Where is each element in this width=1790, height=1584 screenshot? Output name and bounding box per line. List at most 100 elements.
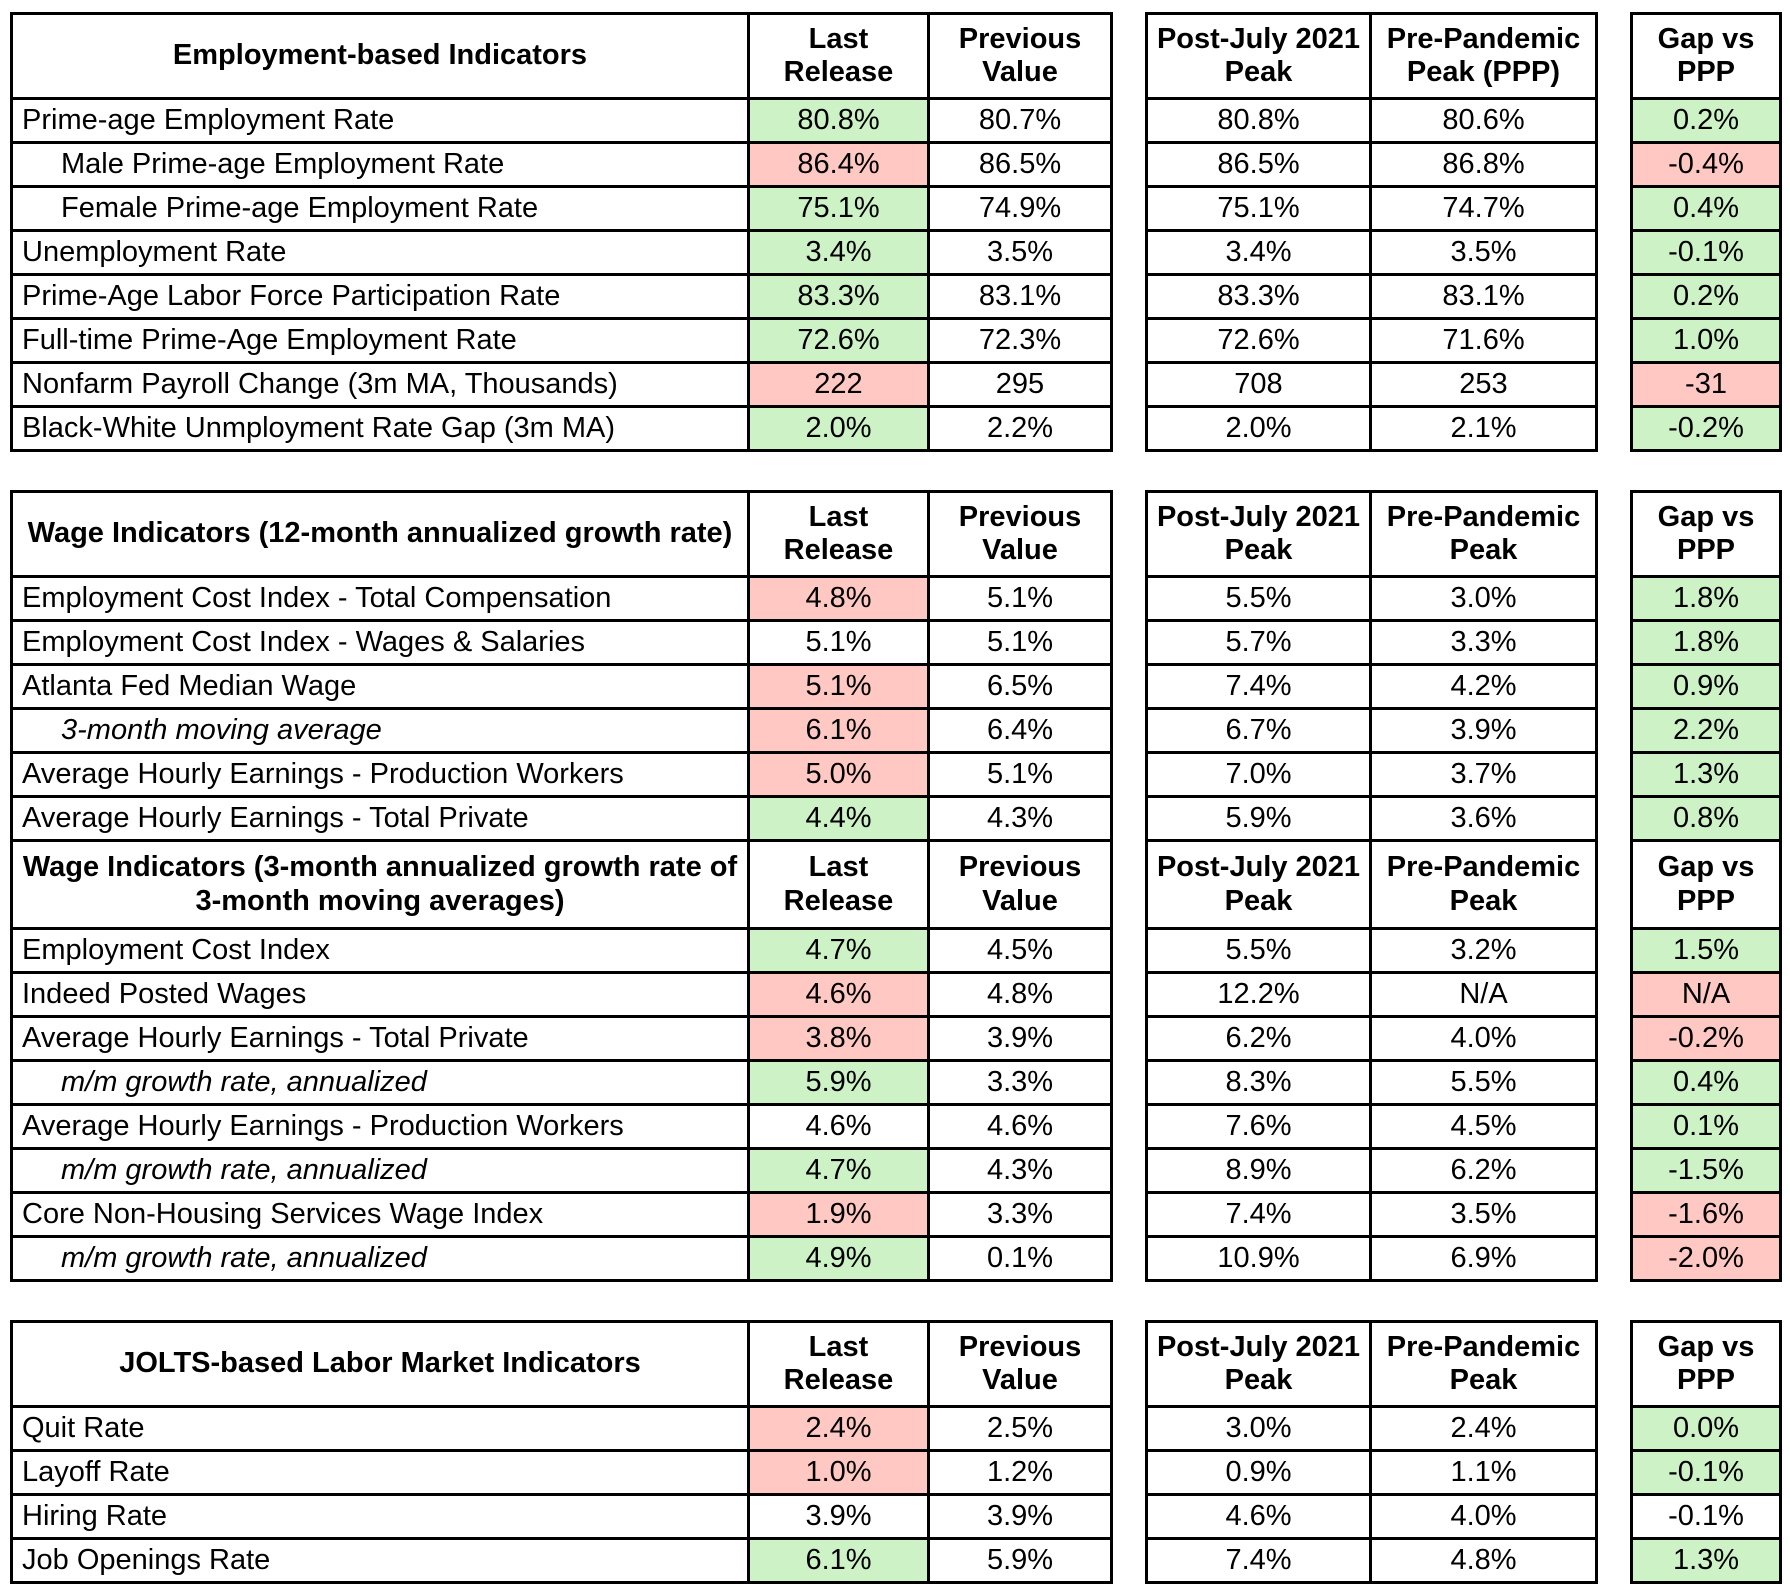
post-july-2021-peak-cell: 5.7% (1145, 622, 1372, 666)
table-row: m/m growth rate, annualized 4.7% 4.3% 8.9% 6… (10, 1150, 1790, 1194)
last-release-cell: 1.9% (750, 1194, 930, 1238)
column-gap (1113, 798, 1145, 842)
header-row: Employment-based Indicators Last Release P… (10, 12, 1790, 100)
pre-pandemic-peak-cell: 3.5% (1372, 1194, 1598, 1238)
column-gap (1113, 364, 1145, 408)
column-gap (1598, 364, 1630, 408)
indicator-name-cell: Prime-age Employment Rate (10, 100, 750, 144)
table-row: Job Openings Rate 6.1% 5.9% 7.4% 4.8% 1.3% (10, 1540, 1790, 1584)
last-release-cell: 6.1% (750, 1540, 930, 1584)
previous-value-cell: 72.3% (930, 320, 1113, 364)
pre-pandemic-peak-cell: 3.3% (1372, 622, 1598, 666)
post-july-2021-peak-cell: 6.7% (1145, 710, 1372, 754)
pre-pandemic-peak-cell: 4.8% (1372, 1540, 1598, 1584)
indicator-group-header: Employment-based Indicators (10, 12, 750, 100)
table-row: Prime-Age Labor Force Participation Rate… (10, 276, 1790, 320)
column-gap (1113, 666, 1145, 710)
previous-value-cell: 5.1% (930, 754, 1113, 798)
indicator-name-cell: Employment Cost Index - Wages & Salaries (10, 622, 750, 666)
column-gap (1598, 1018, 1630, 1062)
last-release-cell: 83.3% (750, 276, 930, 320)
pre-pandemic-peak-cell: 6.2% (1372, 1150, 1598, 1194)
table-row: Average Hourly Earnings - Production Wor… (10, 754, 1790, 798)
column-gap (1598, 1452, 1630, 1496)
pre-pandemic-peak-cell: 4.0% (1372, 1496, 1598, 1540)
column-gap (1113, 100, 1145, 144)
indicator-name-cell: Male Prime-age Employment Rate (10, 144, 750, 188)
previous-value-cell: 6.4% (930, 710, 1113, 754)
previous-value-cell: 5.1% (930, 578, 1113, 622)
column-gap (1113, 1062, 1145, 1106)
post-july-2021-peak-cell: 3.4% (1145, 232, 1372, 276)
previous-value-header: Previous Value (930, 490, 1113, 578)
column-gap (1598, 232, 1630, 276)
gap-vs-ppp-cell: -0.2% (1630, 1018, 1782, 1062)
table-row: Full-time Prime-Age Employment Rate 72.6%… (10, 320, 1790, 364)
gap-vs-ppp-cell: 2.2% (1630, 710, 1782, 754)
post-july-2021-peak-cell: 83.3% (1145, 276, 1372, 320)
last-release-cell: 222 (750, 364, 930, 408)
column-gap (1598, 1496, 1630, 1540)
table-row: Average Hourly Earnings - Total Private 3… (10, 1018, 1790, 1062)
last-release-cell: 1.0% (750, 1452, 930, 1496)
column-gap (1113, 232, 1145, 276)
last-release-cell: 4.9% (750, 1238, 930, 1282)
column-gap (1113, 144, 1145, 188)
post-july-2021-peak-cell: 0.9% (1145, 1452, 1372, 1496)
previous-value-cell: 3.9% (930, 1496, 1113, 1540)
gap-vs-ppp-cell: 0.0% (1630, 1408, 1782, 1452)
column-gap (1113, 974, 1145, 1018)
table-row: 3-month moving average 6.1% 6.4% 6.7% 3.9% 2.… (10, 710, 1790, 754)
previous-value-cell: 4.6% (930, 1106, 1113, 1150)
table-row: Average Hourly Earnings - Total Private 4… (10, 798, 1790, 842)
gap-vs-ppp-cell: -31 (1630, 364, 1782, 408)
post-july-2021-peak-cell: 6.2% (1145, 1018, 1372, 1062)
previous-value-header: Previous Value (930, 842, 1113, 930)
column-gap (1598, 1238, 1630, 1282)
gap-vs-ppp-cell: -0.1% (1630, 232, 1782, 276)
last-release-cell: 2.0% (750, 408, 930, 452)
column-gap (1113, 1496, 1145, 1540)
previous-value-cell: 74.9% (930, 188, 1113, 232)
column-gap (1598, 1106, 1630, 1150)
indicator-name-cell: m/m growth rate, annualized (10, 1062, 750, 1106)
pre-pandemic-peak-cell: 3.9% (1372, 710, 1598, 754)
gap-vs-ppp-cell: 1.5% (1630, 930, 1782, 974)
indicator-name-cell: m/m growth rate, annualized (10, 1238, 750, 1282)
pre-pandemic-peak-header: Pre-Pandemic Peak (PPP) (1372, 12, 1598, 100)
gap-vs-ppp-cell: -1.5% (1630, 1150, 1782, 1194)
gap-vs-ppp-cell: 0.2% (1630, 276, 1782, 320)
last-release-header: Last Release (750, 490, 930, 578)
indicator-name-cell: Black-White Unmployment Rate Gap (3m MA) (10, 408, 750, 452)
column-gap (1598, 408, 1630, 452)
indicator-name-cell: Average Hourly Earnings - Production Wor… (10, 754, 750, 798)
column-gap (1113, 930, 1145, 974)
column-gap (1598, 798, 1630, 842)
last-release-cell: 2.4% (750, 1408, 930, 1452)
table-row: Layoff Rate 1.0% 1.2% 0.9% 1.1% -0.1% (10, 1452, 1790, 1496)
indicator-name-cell: Core Non-Housing Services Wage Index (10, 1194, 750, 1238)
column-gap (1113, 320, 1145, 364)
last-release-cell: 4.8% (750, 578, 930, 622)
last-release-cell: 5.1% (750, 622, 930, 666)
table-row: Quit Rate 2.4% 2.5% 3.0% 2.4% 0.0% (10, 1408, 1790, 1452)
indicator-name-cell: Employment Cost Index (10, 930, 750, 974)
table-row: Male Prime-age Employment Rate 86.4% 86.5%… (10, 144, 1790, 188)
previous-value-cell: 3.3% (930, 1062, 1113, 1106)
pre-pandemic-peak-cell: 4.2% (1372, 666, 1598, 710)
gap-vs-ppp-cell: 1.8% (1630, 578, 1782, 622)
gap-vs-ppp-header: Gap vs PPP (1630, 490, 1782, 578)
gap-vs-ppp-cell: -0.1% (1630, 1452, 1782, 1496)
column-gap (1113, 1452, 1145, 1496)
last-release-cell: 5.1% (750, 666, 930, 710)
table-row: Atlanta Fed Median Wage 5.1% 6.5% 7.4% 4.2% 0… (10, 666, 1790, 710)
post-july-2021-peak-cell: 7.6% (1145, 1106, 1372, 1150)
indicator-group-header: Wage Indicators (3-month annualized grow… (10, 842, 750, 930)
table-row: Average Hourly Earnings - Production Wor… (10, 1106, 1790, 1150)
column-gap (1113, 1540, 1145, 1584)
last-release-cell: 4.7% (750, 930, 930, 974)
column-gap (1113, 1238, 1145, 1282)
employment-indicators-table: Employment-based Indicators Last Release P… (10, 12, 1790, 452)
post-july-2021-peak-header: Post-July 2021 Peak (1145, 842, 1372, 930)
